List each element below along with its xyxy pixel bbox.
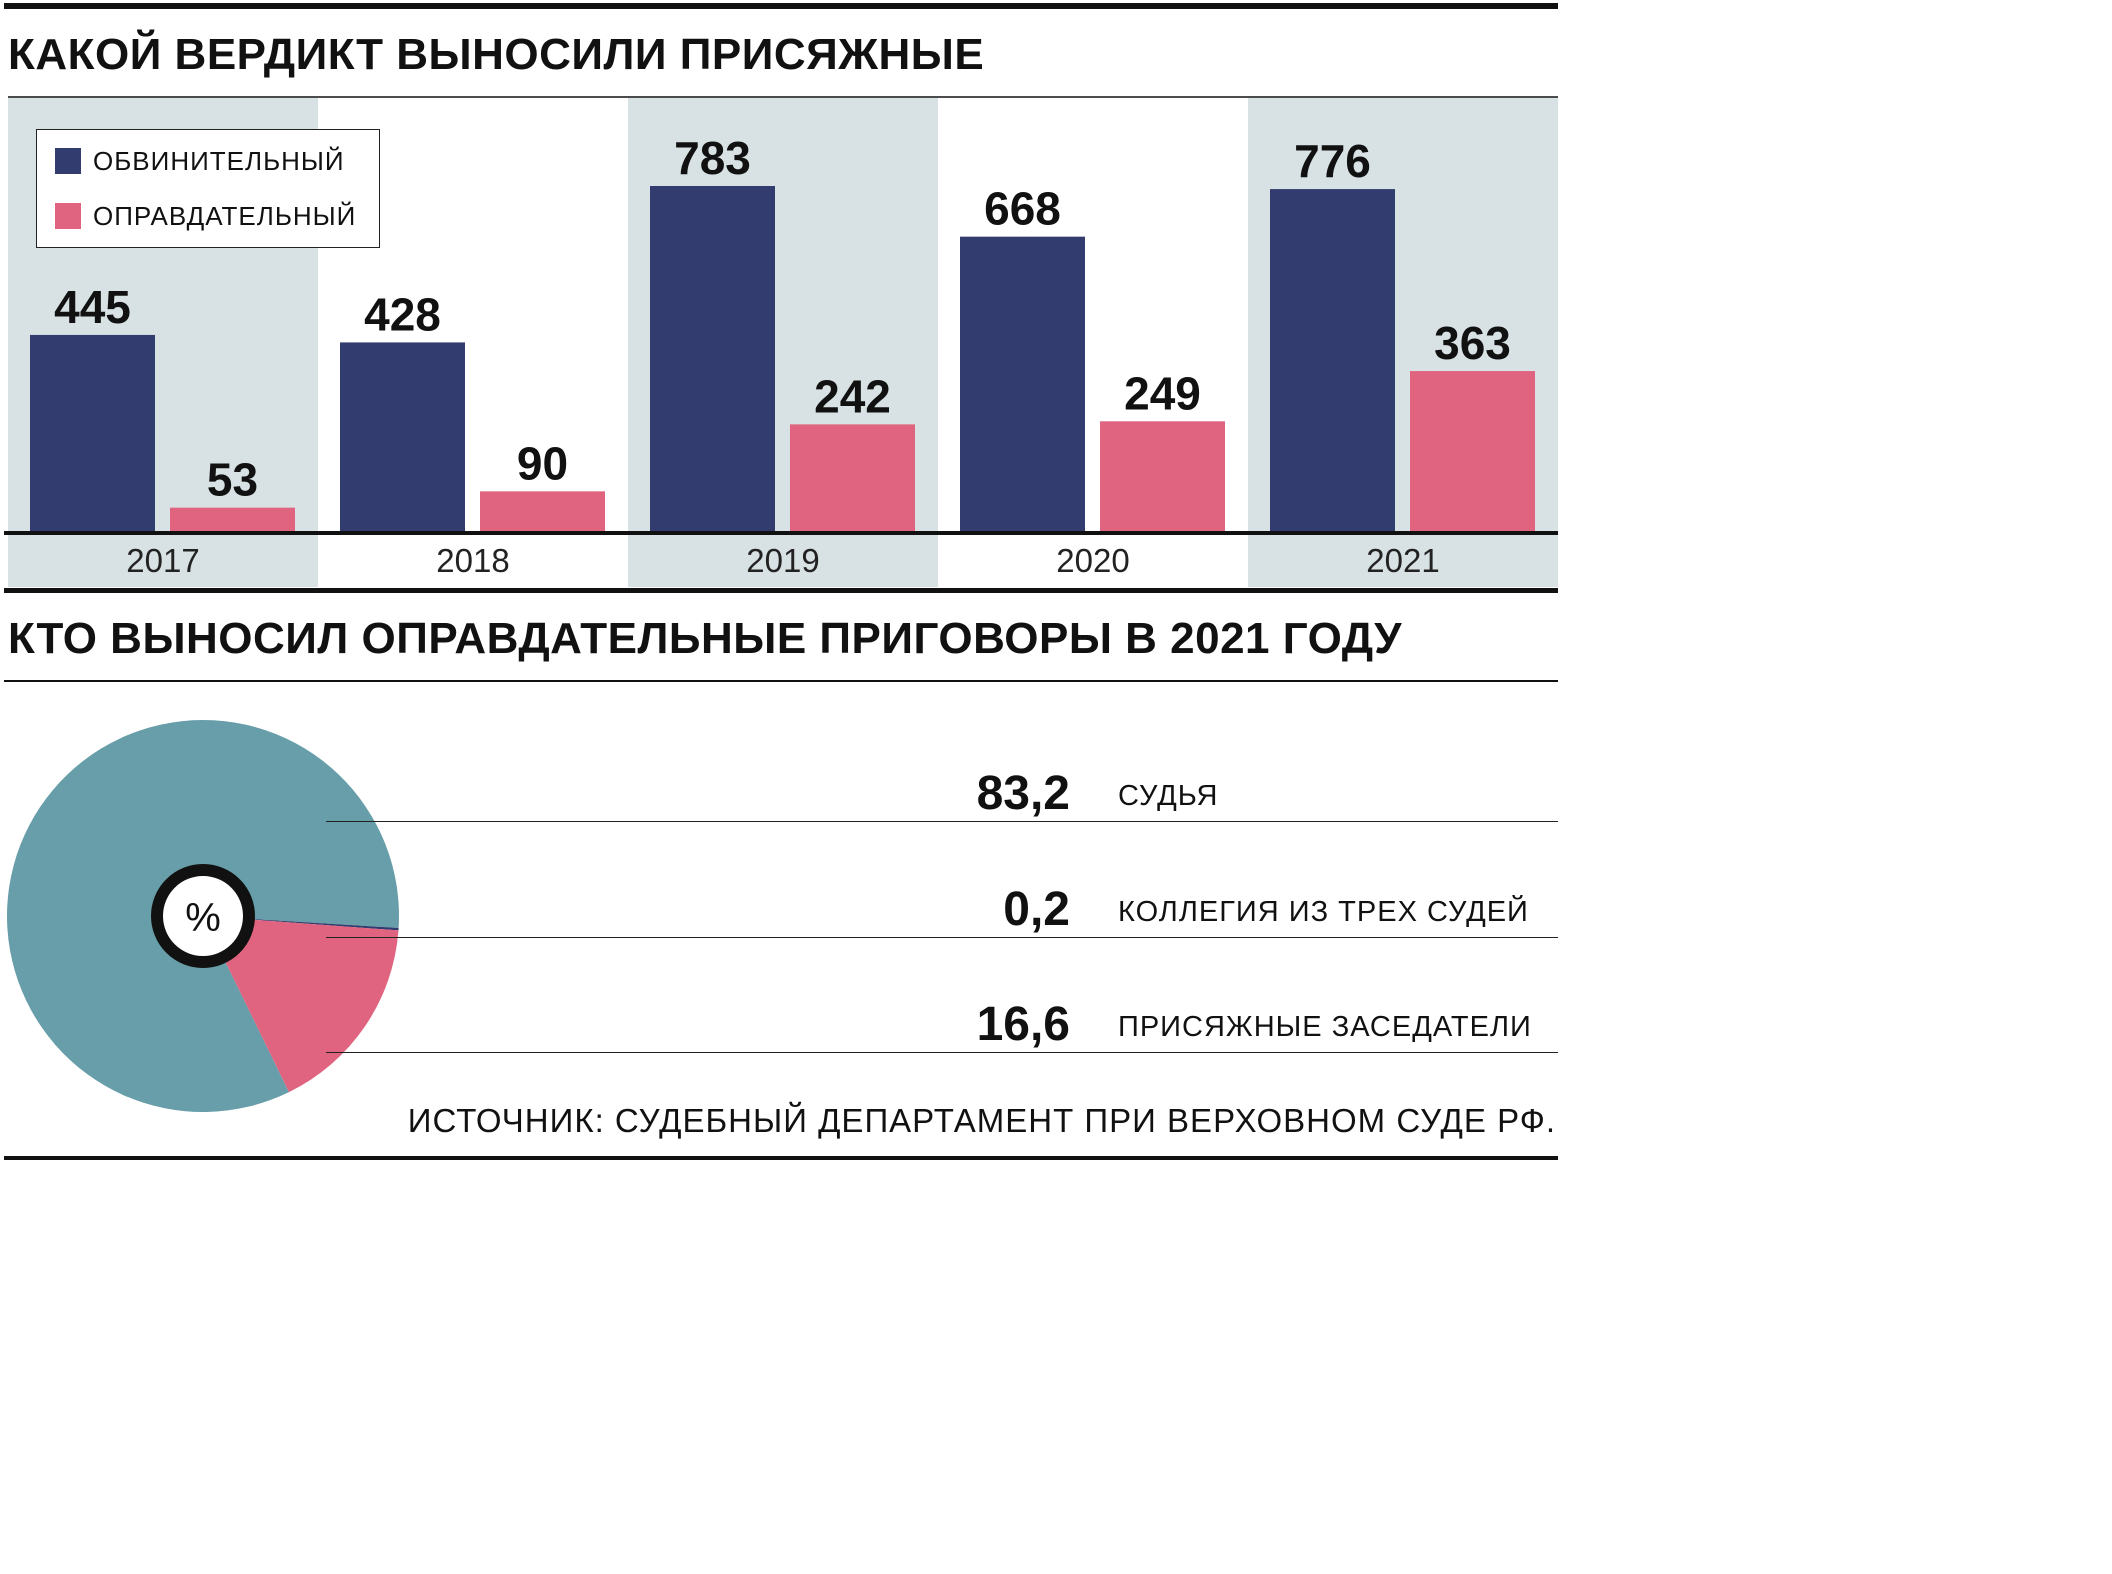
- bar-acquittal: [790, 424, 915, 531]
- pie-value: 0,2: [1003, 883, 1070, 936]
- year-tick-label: 2019: [746, 542, 819, 579]
- legend-item-guilty: ОБВИНИТЕЛЬНЫЙ: [55, 145, 345, 177]
- legend-label: ОПРАВДАТЕЛЬНЫЙ: [93, 200, 357, 231]
- bar-acquittal: [1410, 371, 1535, 531]
- bar-acquittal: [480, 491, 605, 531]
- bar-value-label: 445: [54, 281, 131, 333]
- bar-guilty: [650, 186, 775, 531]
- bar-value-label: 249: [1124, 367, 1201, 419]
- section-divider: [4, 588, 1558, 593]
- bar-chart-title: КАКОЙ ВЕРДИКТ ВЫНОСИЛИ ПРИСЯЖНЫЕ: [8, 30, 985, 79]
- legend-item-acquittal: ОПРАВДАТЕЛЬНЫЙ: [55, 200, 356, 232]
- year-tick-label: 2018: [436, 542, 509, 579]
- year-tick-label: 2021: [1366, 542, 1439, 579]
- pie-row-panel: 0,2 КОЛЛЕГИЯ ИЗ ТРЕХ СУДЕЙ: [326, 878, 1558, 938]
- legend-swatch: [55, 203, 81, 229]
- bar-acquittal: [170, 507, 295, 531]
- source-note: ИСТОЧНИК: СУДЕБНЫЙ ДЕПАРТАМЕНТ ПРИ ВЕРХО…: [407, 1102, 1556, 1139]
- top-rule: [4, 3, 1558, 9]
- pie-label: КОЛЛЕГИЯ ИЗ ТРЕХ СУДЕЙ: [1118, 896, 1529, 928]
- pie-row-rule: [326, 936, 1558, 938]
- pie-center-label: %: [185, 896, 221, 940]
- bar-value-label: 428: [364, 288, 441, 340]
- bar-acquittal: [1100, 421, 1225, 531]
- bar-guilty: [1270, 189, 1395, 531]
- pie-chart: %: [6, 720, 400, 1112]
- pie-center-badge: [151, 864, 255, 968]
- pie-label: ПРИСЯЖНЫЕ ЗАСЕДАТЕЛИ: [1118, 1011, 1532, 1043]
- pie-row-rule: [326, 820, 1558, 822]
- bar-guilty: [340, 342, 465, 531]
- year-tick-label: 2020: [1056, 542, 1129, 579]
- pie-row-judge: 83,2 СУДЬЯ: [326, 762, 1558, 822]
- pie-value: 16,6: [976, 998, 1070, 1051]
- bar-value-label: 776: [1294, 135, 1371, 187]
- bar-guilty: [960, 236, 1085, 531]
- chart-legend: ОБВИНИТЕЛЬНЫЙ ОПРАВДАТЕЛЬНЫЙ: [36, 129, 380, 248]
- bottom-rule: [4, 1156, 1558, 1160]
- bar-value-label: 53: [207, 454, 258, 506]
- bar-value-label: 783: [674, 132, 751, 184]
- pie-chart-title: КТО ВЫНОСИЛ ОПРАВДАТЕЛЬНЫЕ ПРИГОВОРЫ В 2…: [8, 614, 1403, 663]
- legend-swatch: [55, 148, 81, 174]
- bar-value-label: 242: [814, 370, 891, 422]
- pie-slice-jury: [203, 916, 399, 1093]
- pie-row-rule: [326, 1051, 1558, 1053]
- bar-value-label: 668: [984, 183, 1061, 235]
- pie-value: 83,2: [976, 767, 1070, 820]
- pie-title-underline: [4, 680, 1558, 682]
- pie-label: СУДЬЯ: [1118, 780, 1219, 812]
- legend-label: ОБВИНИТЕЛЬНЫЙ: [93, 145, 345, 176]
- bar-guilty: [30, 334, 155, 531]
- year-tick-label: 2017: [126, 542, 199, 579]
- bar-value-label: 90: [517, 437, 568, 489]
- bar-value-label: 363: [1434, 317, 1511, 369]
- pie-row-jury: 16,6 ПРИСЯЖНЫЕ ЗАСЕДАТЕЛИ: [326, 993, 1558, 1053]
